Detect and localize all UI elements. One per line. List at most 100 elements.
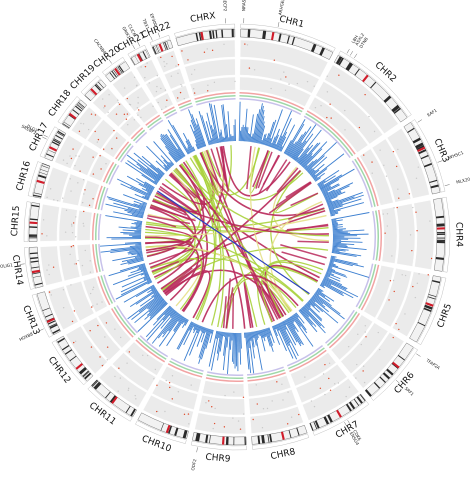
scatter-point <box>391 255 392 256</box>
scatter-point <box>355 377 356 378</box>
ideogram-band <box>232 29 234 37</box>
scatter-point <box>383 213 384 214</box>
scatter-point <box>137 114 138 115</box>
chromosome-label: CHR14 <box>10 254 25 286</box>
scatter-point <box>149 82 150 83</box>
scatter-point <box>103 107 104 108</box>
lavender-ring <box>196 98 235 106</box>
chromosome-ideogram <box>192 432 246 445</box>
scatter-point <box>51 294 52 295</box>
scatter-point <box>334 383 335 384</box>
scatter-point <box>393 207 394 208</box>
histogram-bar <box>235 333 236 368</box>
scatter-point <box>204 52 205 53</box>
gene-label: NRAS <box>241 0 246 11</box>
scatter-point <box>83 179 84 180</box>
link-spoke <box>280 245 326 258</box>
histogram-bar <box>332 220 337 221</box>
lavender-ring <box>98 214 101 240</box>
scatter-point <box>263 408 264 409</box>
scatter-point <box>73 342 74 343</box>
scatter-point <box>103 149 104 150</box>
chromosome-label: CHR4 <box>453 222 463 247</box>
scatter-point <box>357 334 358 335</box>
histogram-bar <box>251 137 252 142</box>
scatter-point <box>287 423 288 424</box>
gene-label: ARHGEF11 <box>277 0 286 16</box>
scatter-point <box>137 107 138 108</box>
scatter-point <box>180 92 181 93</box>
scatter-point <box>95 114 96 115</box>
scatter-point <box>93 173 94 174</box>
scatter-point <box>378 332 379 333</box>
scatter-track-bg <box>396 204 415 267</box>
gene-tick <box>445 185 450 186</box>
scatter-point <box>348 346 349 347</box>
scatter-point <box>232 417 233 418</box>
scatter-point <box>118 391 119 392</box>
link-spoke <box>297 241 328 242</box>
scatter-point <box>106 322 107 323</box>
scatter-point <box>297 83 298 84</box>
scatter-point <box>409 193 410 194</box>
scatter-point <box>175 65 176 66</box>
scatter-point <box>410 234 411 235</box>
scatter-point <box>184 98 185 99</box>
scatter-point <box>82 265 83 266</box>
scatter-point <box>181 50 182 51</box>
scatter-point <box>158 102 159 103</box>
scatter-point <box>74 310 75 311</box>
scatter-point <box>147 355 148 356</box>
scatter-track-bg <box>59 207 77 241</box>
scatter-point <box>285 76 286 77</box>
scatter-point <box>252 419 253 420</box>
link-spoke <box>224 296 227 328</box>
scatter-point <box>304 376 305 377</box>
scatter-point <box>124 87 125 88</box>
scatter-point <box>191 74 192 75</box>
scatter-point <box>75 155 76 156</box>
histogram-bar <box>333 233 350 234</box>
histogram-bar <box>161 134 180 160</box>
scatter-point <box>191 384 192 385</box>
scatter-point <box>88 129 89 130</box>
gene-tick <box>418 120 422 123</box>
histogram-bar <box>234 333 235 364</box>
histogram-bar <box>161 156 172 167</box>
scatter-point <box>73 222 74 223</box>
scatter-point <box>97 325 98 326</box>
scatter-point <box>77 260 78 261</box>
histogram-bar <box>240 333 241 365</box>
scatter-track-bg <box>381 207 397 263</box>
scatter-point <box>114 328 115 329</box>
scatter-point <box>66 163 67 164</box>
scatter-point <box>224 426 225 427</box>
scatter-point <box>75 236 76 237</box>
scatter-point <box>270 88 271 89</box>
scatter-point <box>412 286 413 287</box>
scatter-point <box>184 414 185 415</box>
scatter-point <box>207 90 208 91</box>
scatter-point <box>91 306 92 307</box>
scatter-point <box>404 313 405 314</box>
gene-label: OLIG1 <box>0 262 13 269</box>
scatter-point <box>165 106 166 107</box>
scatter-point <box>140 117 141 118</box>
scatter-point <box>107 359 108 360</box>
scatter-point <box>70 190 71 191</box>
scatter-point <box>111 149 112 150</box>
scatter-point <box>398 197 399 198</box>
scatter-point <box>144 77 145 78</box>
histogram-bar <box>121 259 144 264</box>
chromosome-label: CHR9 <box>205 453 231 465</box>
scatter-point <box>324 364 325 365</box>
histogram-track <box>100 102 369 374</box>
scatter-point <box>320 388 321 389</box>
scatter-point <box>96 303 97 304</box>
link-spoke <box>267 160 287 191</box>
chromosome-label: CHRX <box>190 11 217 25</box>
chromosome-label: CHR12 <box>46 355 72 386</box>
lavender-ring <box>101 188 109 211</box>
scatter-point <box>384 232 385 233</box>
scatter-point <box>92 305 93 306</box>
